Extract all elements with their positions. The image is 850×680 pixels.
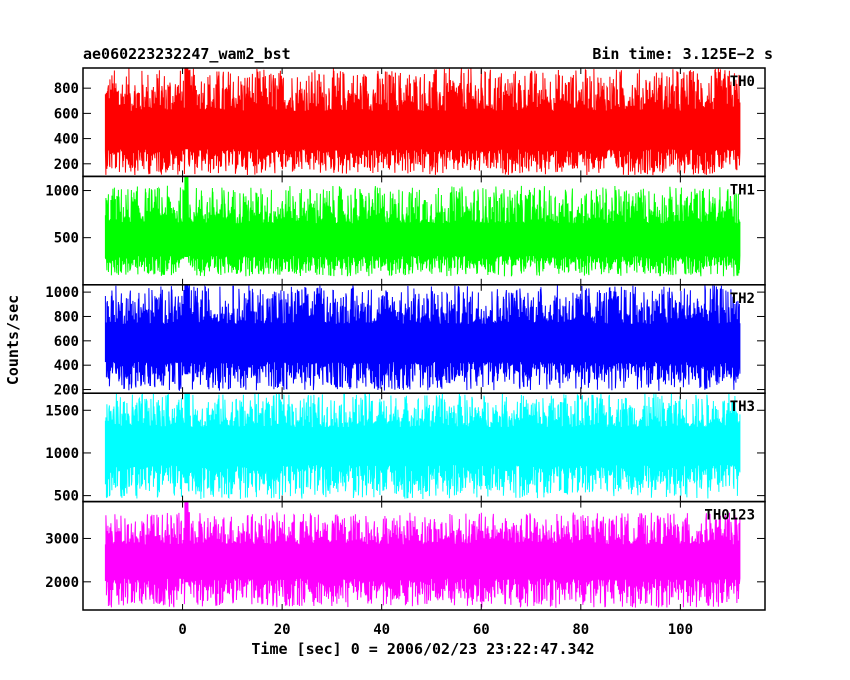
- y-tick-label: 1000: [45, 184, 79, 200]
- y-tick-label: 2000: [45, 575, 79, 591]
- panel-th0: 200 400 600 800 TH0: [54, 67, 766, 178]
- series-th3: [104, 393, 741, 500]
- y-tick-label: 200: [54, 383, 79, 399]
- y-tick-label: 600: [54, 334, 79, 350]
- y-tick-label: 500: [54, 231, 79, 247]
- y-tick-label: 500: [54, 489, 79, 505]
- y-tick-label: 1500: [45, 403, 79, 419]
- y-tick-label: 1000: [45, 446, 79, 462]
- chart-title: ae060223232247_wam2_bst: [83, 45, 291, 63]
- panel-label: TH3: [730, 399, 755, 415]
- panel-label: TH2: [730, 291, 755, 307]
- series-th0: [104, 68, 741, 176]
- panel-th0123: 2000 3000 TH0123: [45, 500, 766, 611]
- panel-label: TH1: [730, 182, 755, 198]
- x-tick-label: 100: [668, 622, 693, 638]
- panel-th1: 500 1000 TH1: [45, 175, 766, 286]
- y-tick-label: 600: [54, 106, 79, 122]
- panel-th3: 500 1000 1500 TH3: [45, 392, 766, 505]
- y-tick-label: 200: [54, 157, 79, 173]
- y-tick-label: 800: [54, 309, 79, 325]
- panel-th2: 200 400 600 800 1000 TH2: [45, 284, 766, 399]
- x-tick-label: 0: [178, 622, 186, 638]
- series-th1: [104, 176, 741, 277]
- bin-time-label: Bin time: 3.125E−2 s: [592, 45, 773, 63]
- panel-frame: [82, 500, 766, 611]
- y-tick-label: 3000: [45, 531, 79, 547]
- x-tick-label: 40: [373, 622, 390, 638]
- y-tick-label: 1000: [45, 285, 79, 301]
- x-tick-label: 60: [473, 622, 490, 638]
- series-th2: [104, 284, 741, 391]
- y-tick-label: 400: [54, 132, 79, 148]
- panel-label: TH0: [730, 74, 755, 90]
- x-tick-label: 80: [572, 622, 589, 638]
- x-tick-label: 20: [274, 622, 291, 638]
- series-th0123: [104, 501, 741, 608]
- y-tick-label: 400: [54, 358, 79, 374]
- x-axis-label: Time [sec] 0 = 2006/02/23 23:22:47.342: [251, 640, 594, 658]
- y-tick-label: 800: [54, 81, 79, 97]
- panel-label: TH0123: [704, 508, 755, 524]
- y-axis-label: Counts/sec: [4, 295, 22, 385]
